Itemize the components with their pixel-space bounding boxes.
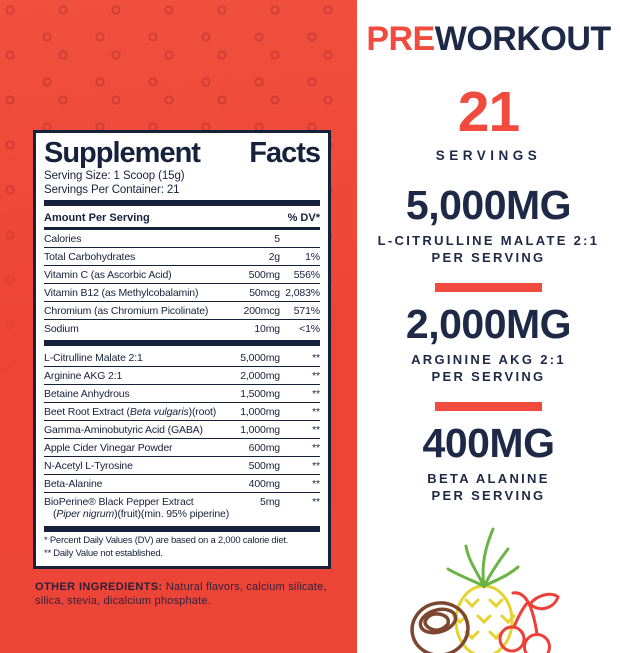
other-ingredients-text: Natural flavors, calcium silicate, silic… xyxy=(35,580,327,608)
table-row: Apple Cider Vinegar Powder 600mg ** xyxy=(44,438,320,456)
brand-pre: PRE xyxy=(366,20,435,58)
footnote-dv: * Percent Daily Values (DV) are based on… xyxy=(44,534,289,546)
table-body: Calories 5 Total Carbohydrates 2g 1% Vitamin … xyxy=(44,230,320,523)
stat-caption: PER SERVING xyxy=(431,487,546,503)
red-panel: Supplement Facts Serving Size: 1 Scoop (… xyxy=(0,0,357,653)
stat-caption: L-CITRULLINE MALATE 2:1 xyxy=(377,232,600,248)
stat-caption: PER SERVING xyxy=(431,368,546,384)
fruit-illustration xyxy=(357,516,620,653)
stat-caption: ARGININE AKG 2:1 xyxy=(411,351,566,367)
pineapple-leaves-icon xyxy=(446,527,519,589)
table-row: Chromium (as Chromium Picolinate) 200mcg 5… xyxy=(44,301,320,319)
stat-beta-alanine: 400MG BETA ALANINE PER SERVING xyxy=(357,419,620,504)
amount-per-serving-label: Amount Per Serving xyxy=(44,212,150,225)
coconut-icon xyxy=(409,600,470,653)
fruits-svg xyxy=(409,527,560,653)
table-header: Amount Per Serving % DV* xyxy=(44,209,320,226)
brand-workout: WORKOUT xyxy=(434,20,611,58)
section-divider xyxy=(44,525,320,532)
stat-caption: BETA ALANINE xyxy=(427,470,550,486)
section-divider xyxy=(44,200,320,207)
stat-citrulline: 5,000MG L-CITRULLINE MALATE 2:1 PER SERV… xyxy=(357,181,620,266)
supplement-facts-title: Supplement Facts xyxy=(44,137,321,169)
cherries-icon xyxy=(498,591,560,653)
table-row: Betaine Anhydrous 1,500mg ** xyxy=(44,384,320,402)
table-row: Arginine AKG 2:1 2,000mg ** xyxy=(44,366,320,384)
title-word-2: Facts xyxy=(249,137,321,169)
servings-count: 21 xyxy=(457,79,520,144)
other-ingredients: OTHER INGREDIENTS: Natural flavors, calc… xyxy=(35,580,353,609)
table-row: BioPerine® Black Pepper Extract (Piper ni… xyxy=(44,492,320,523)
header-divider xyxy=(44,227,320,231)
red-divider xyxy=(435,401,542,411)
section-divider xyxy=(44,340,320,347)
red-divider xyxy=(435,282,542,292)
table-row: Calories 5 xyxy=(44,232,280,245)
other-ingredients-label: OTHER INGREDIENTS: xyxy=(35,580,163,593)
info-panel: PREWORKOUT 21 SERVINGS 5,000MG L-CITRULL… xyxy=(357,0,620,653)
table-row: Vitamin B12 (as Methylcobalamin) 50mcg 2,0… xyxy=(44,283,320,301)
brand-logo: PREWORKOUT xyxy=(357,20,620,58)
stat-value: 400MG xyxy=(422,419,555,466)
stat-caption: PER SERVING xyxy=(431,249,546,265)
footnote-not-established: ** Daily Value not established. xyxy=(44,548,163,560)
stat-value: 2,000MG xyxy=(405,300,572,347)
table-row: N-Acetyl L-Tyrosine 500mg ** xyxy=(44,456,320,474)
servings-per-container: Servings Per Container: 21 xyxy=(44,183,180,196)
title-word-1: Supplement xyxy=(44,137,201,169)
table-row: Gamma-Aminobutyric Acid (GABA) 1,000mg ** xyxy=(44,420,320,438)
servings-label: SERVINGS xyxy=(435,147,542,163)
serving-size: Serving Size: 1 Scoop (15g) xyxy=(44,170,185,183)
table-row: Beta-Alanine 400mg ** xyxy=(44,474,320,492)
table-row: Beet Root Extract (Beta vulgaris)(root) 1… xyxy=(44,402,320,420)
table-row: Sodium 10mg <1% xyxy=(44,319,320,337)
table-row: Vitamin C (as Ascorbic Acid) 500mg 556% xyxy=(44,265,320,283)
stat-arginine: 2,000MG ARGININE AKG 2:1 PER SERVING xyxy=(357,300,620,385)
table-row: Total Carbohydrates 2g 1% xyxy=(44,247,320,265)
stat-value: 5,000MG xyxy=(405,181,572,228)
table-row: L-Citrulline Malate 2:1 5,000mg ** xyxy=(44,351,320,364)
supplement-facts-panel: Supplement Facts Serving Size: 1 Scoop (… xyxy=(33,130,331,569)
dv-label: % DV* xyxy=(287,212,320,225)
